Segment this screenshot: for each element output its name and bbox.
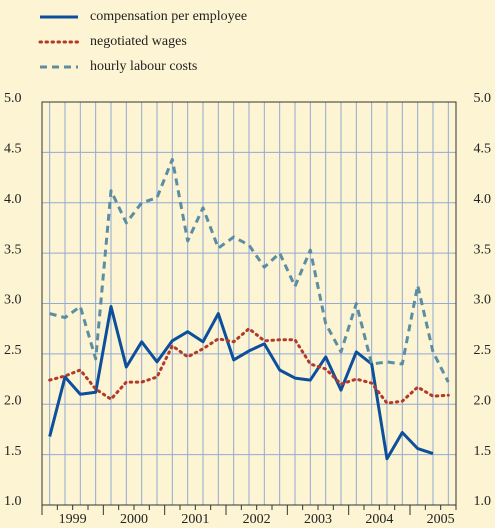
y2-tick-label: 2.5 — [474, 343, 492, 358]
y-tick-label: 4.5 — [4, 142, 22, 157]
x-tick-label: 2000 — [120, 512, 148, 527]
y-tick-label: 4.0 — [4, 192, 22, 207]
y-tick-label: 2.5 — [4, 343, 22, 358]
y2-tick-label: 4.5 — [474, 142, 492, 157]
series-line — [48, 305, 434, 461]
y2-tick-label: 3.0 — [474, 293, 492, 308]
x-tick-label: 2001 — [181, 512, 209, 527]
y-tick-label: 3.5 — [4, 242, 22, 257]
series-line — [48, 327, 450, 405]
y2-tick-label: 2.0 — [474, 393, 492, 408]
y2-tick-label: 3.5 — [474, 242, 492, 257]
x-tick-label: 2002 — [243, 512, 271, 527]
legend-label: compensation per employee — [90, 9, 247, 24]
y2-tick-label: 4.0 — [474, 192, 492, 207]
y2-tick-label: 1.0 — [474, 494, 492, 509]
y-tick-label: 2.0 — [4, 393, 22, 408]
x-tick-label: 2003 — [304, 512, 332, 527]
y-tick-label: 3.0 — [4, 293, 22, 308]
y2-tick-label: 5.0 — [474, 91, 492, 106]
y-tick-label: 1.5 — [4, 444, 22, 459]
legend-label: hourly labour costs — [90, 59, 197, 74]
x-tick-label: 1999 — [59, 512, 87, 527]
y2-tick-label: 1.5 — [474, 444, 492, 459]
x-tick-label: 2004 — [365, 512, 393, 527]
y-tick-label: 5.0 — [4, 91, 22, 106]
legend-label: negotiated wages — [90, 34, 187, 49]
series-line — [49, 157, 450, 383]
plot-frame — [41, 101, 457, 506]
y-tick-label: 1.0 — [4, 494, 22, 509]
x-tick-label: 2005 — [427, 512, 455, 527]
